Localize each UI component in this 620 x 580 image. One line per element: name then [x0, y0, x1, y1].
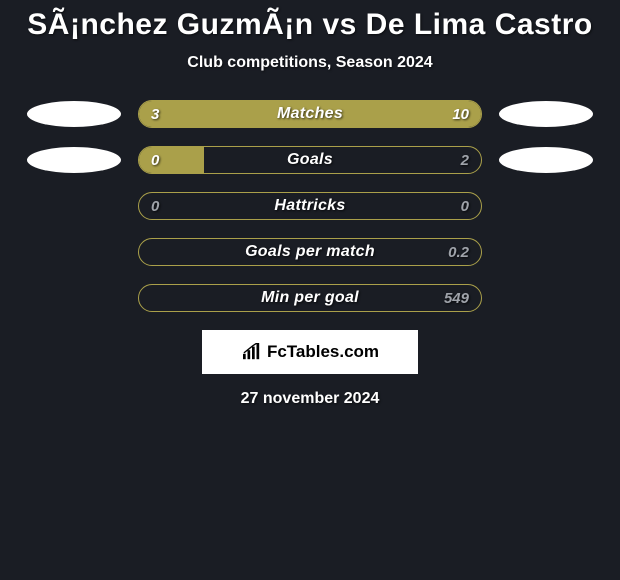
source-text: FcTables.com — [267, 342, 379, 362]
right-avatar-slot — [496, 192, 596, 220]
stat-row: Goals0 2 — [0, 146, 620, 174]
player-avatar-right — [499, 147, 593, 173]
bar-chart-icon — [241, 343, 263, 361]
player-avatar-left — [27, 147, 121, 173]
subtitle: Club competitions, Season 2024 — [0, 54, 620, 72]
stat-value-right: 0 — [461, 193, 469, 219]
left-avatar-slot — [24, 284, 124, 312]
right-avatar-slot — [496, 238, 596, 266]
stat-bar: Hattricks0 0 — [138, 192, 482, 220]
right-avatar-slot — [496, 100, 596, 128]
right-avatar-slot — [496, 146, 596, 174]
left-avatar-slot — [24, 100, 124, 128]
stat-row: Hattricks0 0 — [0, 192, 620, 220]
stat-label: Matches — [139, 101, 481, 127]
right-avatar-slot — [496, 284, 596, 312]
stat-label: Goals — [139, 147, 481, 173]
player-avatar-left — [27, 101, 121, 127]
stat-value-right: 0.2 — [448, 239, 469, 265]
stat-value-right: 10 — [452, 101, 469, 127]
stat-value-left: 3 — [151, 101, 159, 127]
stat-label: Hattricks — [139, 193, 481, 219]
stat-bar: Goals0 2 — [138, 146, 482, 174]
stat-bar: Matches3 10 — [138, 100, 482, 128]
stat-label: Min per goal — [139, 285, 481, 311]
stat-value-left: 0 — [151, 147, 159, 173]
stat-row: Goals per match0.2 — [0, 238, 620, 266]
left-avatar-slot — [24, 238, 124, 266]
date-text: 27 november 2024 — [0, 390, 620, 408]
left-avatar-slot — [24, 192, 124, 220]
page-title: SÃ¡nchez GuzmÃ¡n vs De Lima Castro — [0, 8, 620, 42]
stat-bar: Min per goal549 — [138, 284, 482, 312]
stat-row: Min per goal549 — [0, 284, 620, 312]
stat-rows: Matches310Goals02Hattricks00Goals per ma… — [0, 100, 620, 312]
stat-label: Goals per match — [139, 239, 481, 265]
stat-bar: Goals per match0.2 — [138, 238, 482, 266]
stat-value-right: 2 — [461, 147, 469, 173]
stat-value-right: 549 — [444, 285, 469, 311]
stat-value-left: 0 — [151, 193, 159, 219]
source-badge: FcTables.com — [202, 330, 418, 374]
player-avatar-right — [499, 101, 593, 127]
stat-row: Matches3 10 — [0, 100, 620, 128]
comparison-infographic: SÃ¡nchez GuzmÃ¡n vs De Lima Castro Club … — [0, 0, 620, 408]
left-avatar-slot — [24, 146, 124, 174]
